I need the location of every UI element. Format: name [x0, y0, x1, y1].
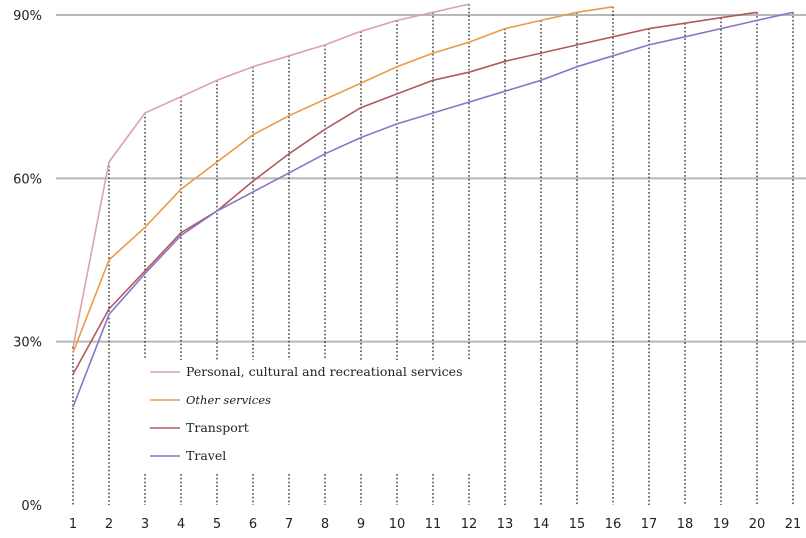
- y-tick-label: 60%: [13, 172, 42, 187]
- x-tick-label: 18: [677, 517, 694, 532]
- horizontal-gridlines: [56, 14, 806, 343]
- legend-label-travel: Travel: [186, 448, 226, 463]
- x-tick-label: 4: [177, 517, 185, 532]
- legend: Personal, cultural and recreational serv…: [150, 364, 463, 463]
- x-tick-label: 5: [213, 517, 221, 532]
- x-tick-label: 10: [389, 517, 406, 532]
- series-line-personal-cultural-and-recreational-services: [72, 3, 470, 348]
- x-tick-label: 14: [533, 517, 550, 532]
- series-line-other-services: [72, 6, 614, 353]
- x-tick-label: 15: [569, 517, 586, 532]
- x-tick-label: 1: [69, 517, 77, 532]
- x-tick-label: 6: [249, 517, 257, 532]
- x-tick-label: 20: [749, 517, 766, 532]
- x-tick-label: 2: [105, 517, 113, 532]
- x-tick-label: 11: [425, 517, 442, 532]
- x-tick-label: 13: [497, 517, 514, 532]
- vertical-dotted-gridlines: [72, 4, 794, 505]
- x-tick-label: 9: [357, 517, 365, 532]
- x-tick-label: 21: [785, 517, 802, 532]
- x-tick-label: 7: [285, 517, 293, 532]
- legend-label-other-services: Other services: [186, 393, 271, 407]
- x-tick-label: 19: [713, 517, 730, 532]
- series-lines: [72, 3, 794, 408]
- y-tick-label: 0%: [21, 499, 42, 514]
- x-tick-label: 16: [605, 517, 622, 532]
- y-tick-label: 30%: [13, 336, 42, 351]
- series-line-travel: [72, 11, 794, 408]
- x-tick-label: 12: [461, 517, 478, 532]
- x-tick-label: 3: [141, 517, 149, 532]
- x-axis-tick-labels: 1 2 3 4 5 6 7 8 9 10 11 12 13 14 15 16 17 18 19 20 21: [69, 517, 801, 532]
- legend-label-transport: Transport: [186, 420, 249, 435]
- y-tick-label: 90%: [13, 9, 42, 24]
- series-line-transport: [72, 11, 758, 375]
- y-axis-tick-labels: 0% 30% 60% 90%: [13, 9, 42, 514]
- x-tick-label: 8: [321, 517, 329, 532]
- legend-label-personal-cultural-and-recreational-services: Personal, cultural and recreational serv…: [186, 364, 463, 379]
- x-tick-label: 17: [641, 517, 658, 532]
